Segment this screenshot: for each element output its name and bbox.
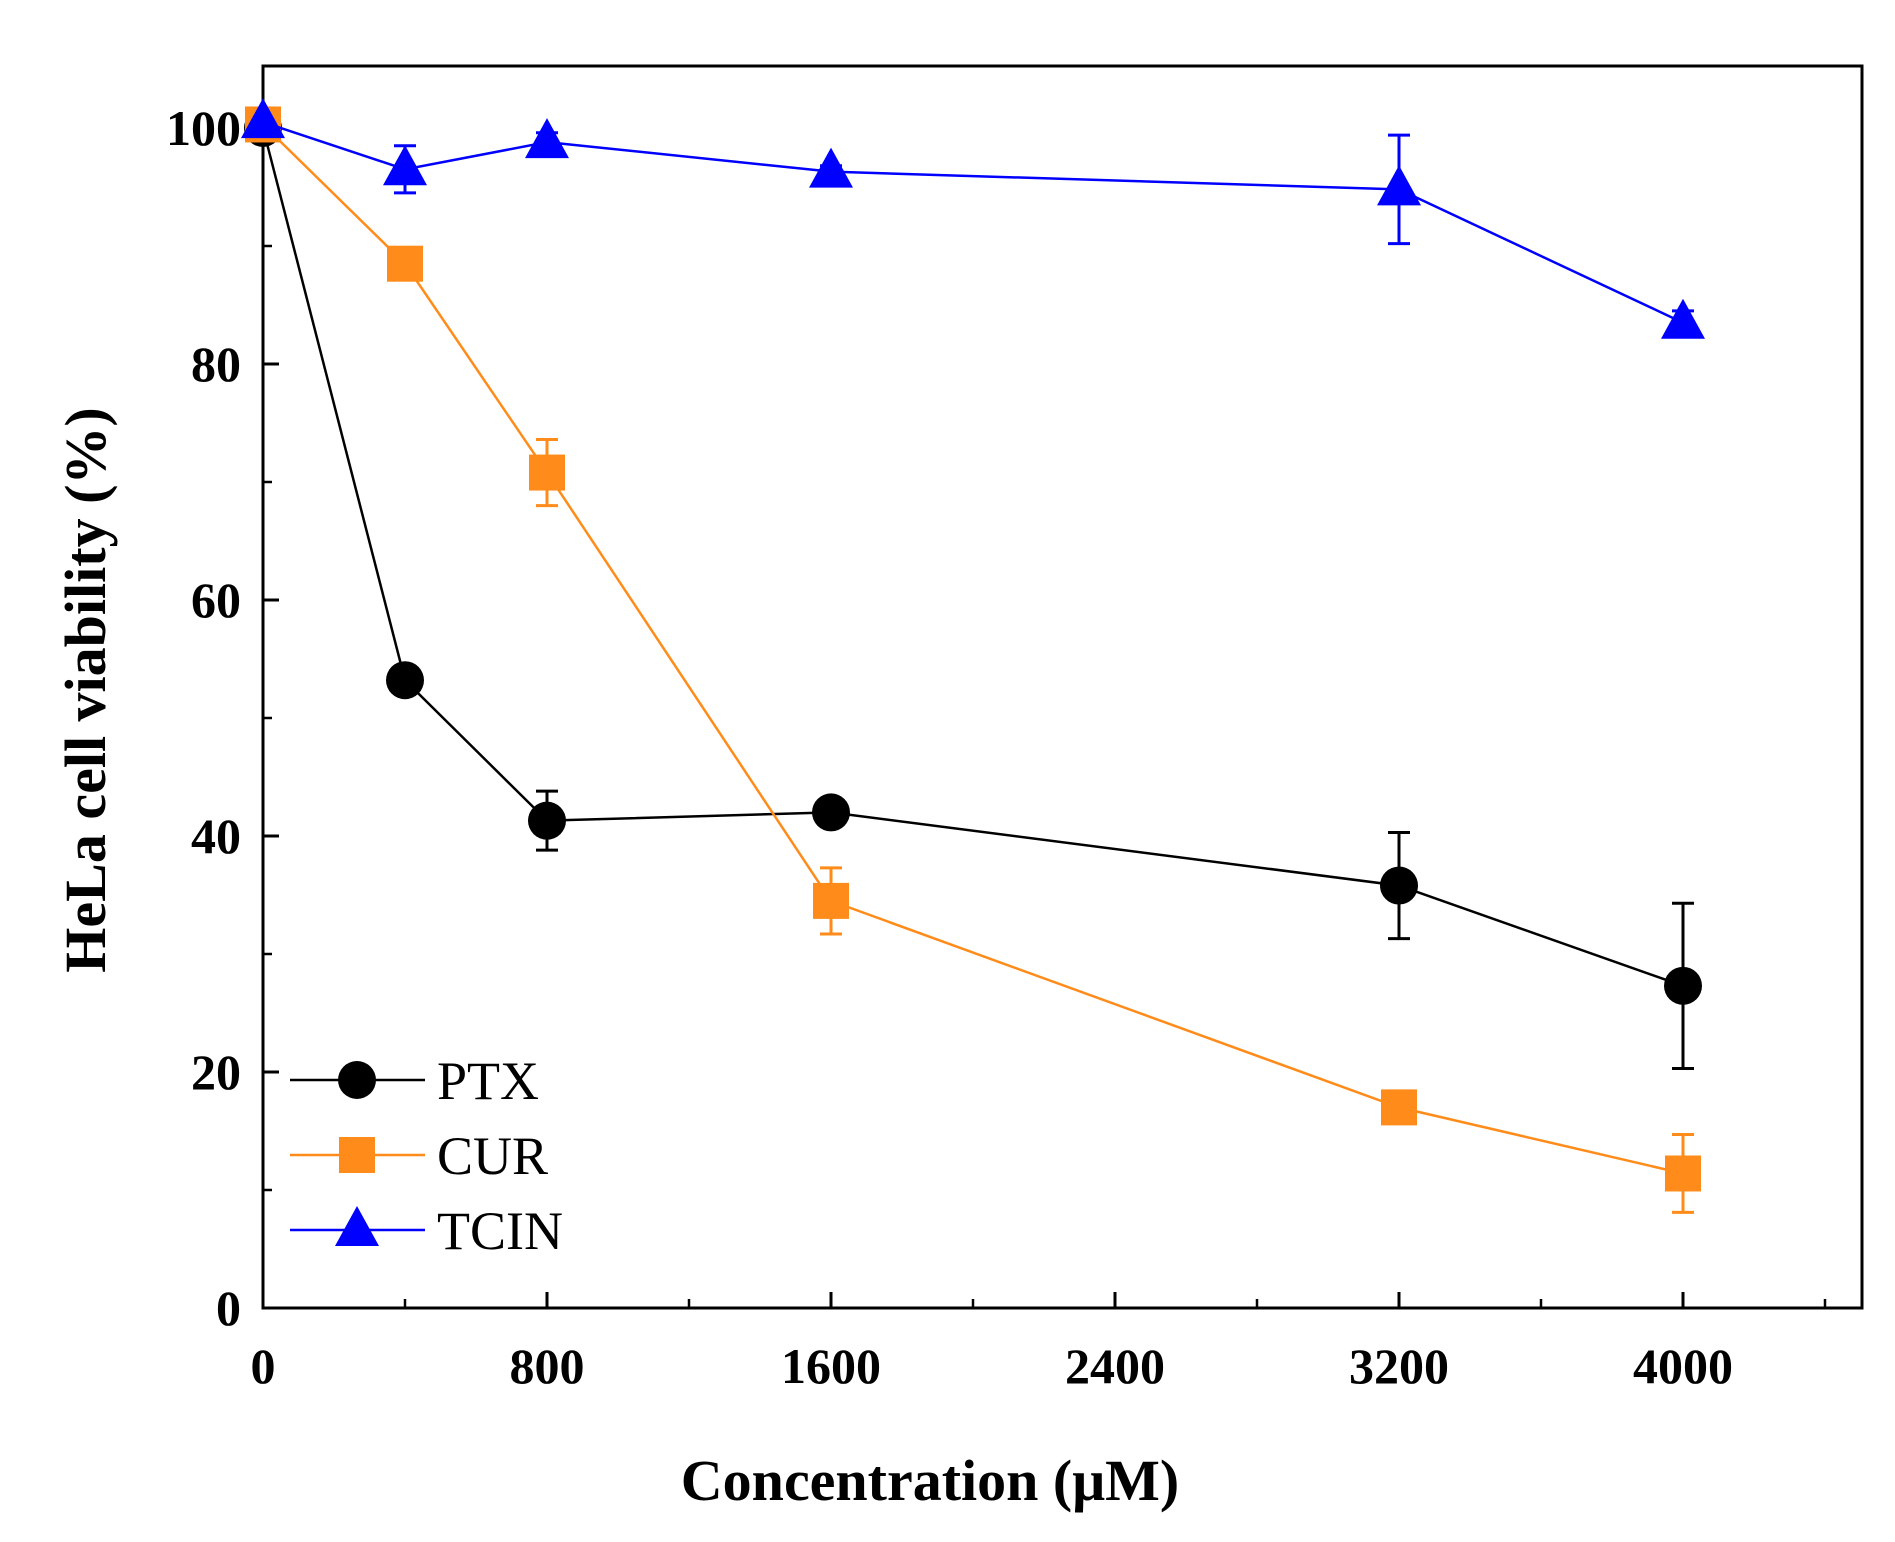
data-point-ptx (812, 793, 850, 832)
series-cur (245, 106, 1701, 1214)
y-tick-label: 20 (191, 1044, 241, 1100)
data-point-cur (387, 245, 423, 282)
data-point-cur (529, 454, 565, 491)
legend-label-cur: CUR (437, 1126, 548, 1186)
x-tick-label: 800 (510, 1338, 585, 1394)
series-line-tcin (262, 120, 1684, 324)
y-axis: 0 20 40 60 80 100 (166, 100, 279, 1336)
data-point-tcin (525, 118, 569, 159)
series-tcin (241, 98, 1705, 339)
data-point-cur (1381, 1089, 1417, 1126)
series-ptx (244, 109, 1702, 1070)
legend: PTX CUR TCIN (290, 1051, 563, 1261)
legend-item-tcin: TCIN (290, 1201, 563, 1261)
legend-item-ptx: PTX (290, 1051, 539, 1111)
x-axis-title: Concentration (μM) (681, 1448, 1179, 1513)
y-tick-label: 80 (191, 336, 241, 392)
data-point-cur (1665, 1155, 1701, 1192)
data-point-tcin (241, 98, 285, 139)
x-tick-label: 2400 (1065, 1338, 1165, 1394)
legend-marker-cur (339, 1137, 375, 1173)
x-axis: 0 800 1600 2400 3200 4000 (251, 1292, 1827, 1394)
data-point-ptx (1380, 866, 1418, 905)
data-point-ptx (1664, 966, 1702, 1005)
data-point-ptx (528, 801, 566, 840)
legend-marker-ptx (338, 1061, 376, 1099)
legend-marker-tcin (335, 1206, 379, 1246)
data-point-tcin (383, 145, 427, 186)
y-axis-title: HeLa cell viability (%) (53, 407, 118, 972)
x-tick-label: 4000 (1633, 1338, 1733, 1394)
series-layer (241, 98, 1705, 1214)
y-tick-label: 40 (191, 808, 241, 864)
x-tick-label: 3200 (1349, 1338, 1449, 1394)
y-tick-label: 100 (166, 100, 241, 156)
x-tick-label: 1600 (781, 1338, 881, 1394)
series-line-cur (262, 123, 1684, 1175)
data-point-ptx (386, 661, 424, 700)
data-point-tcin (809, 147, 853, 188)
data-point-tcin (1377, 165, 1421, 206)
legend-label-ptx: PTX (437, 1051, 539, 1111)
legend-item-cur: CUR (290, 1126, 548, 1186)
data-point-tcin (1661, 298, 1705, 339)
y-tick-label: 0 (216, 1280, 241, 1336)
series-line-ptx (261, 127, 1684, 988)
legend-label-tcin: TCIN (437, 1201, 563, 1261)
y-tick-label: 60 (191, 572, 241, 628)
plot-frame (261, 64, 1864, 1310)
data-point-cur (813, 882, 849, 919)
x-tick-label: 0 (251, 1338, 276, 1394)
